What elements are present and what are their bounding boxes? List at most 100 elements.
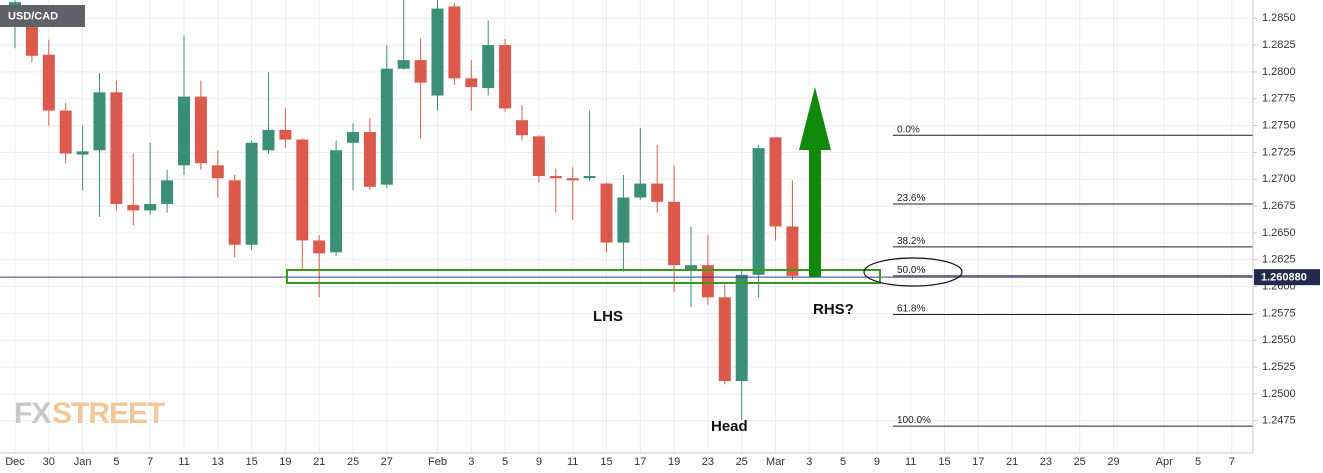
x-tick-label: 5 xyxy=(502,456,508,468)
candle-body xyxy=(313,240,326,254)
annotation: LHS xyxy=(593,308,623,325)
x-tick-label: 23 xyxy=(702,456,714,468)
candle-body xyxy=(262,129,275,151)
x-tick-label: 11 xyxy=(178,456,189,468)
up-arrow xyxy=(799,87,831,277)
x-tick-label: 25 xyxy=(1074,456,1086,468)
x-tick-label: 5 xyxy=(1195,456,1201,468)
fib-label: 38.2% xyxy=(897,236,925,247)
candle-body xyxy=(769,137,782,227)
fib-label: 50.0% xyxy=(897,265,925,276)
candle-body xyxy=(228,180,241,245)
y-tick-label: 1.2750 xyxy=(1262,120,1296,132)
x-tick-label: 17 xyxy=(634,456,646,468)
x-tick-label: 25 xyxy=(347,456,359,468)
y-tick-label: 1.2800 xyxy=(1262,66,1296,78)
x-tick-label: 25 xyxy=(736,456,748,468)
fib-label: 0.0% xyxy=(897,124,920,135)
candle-body xyxy=(600,183,613,243)
fib-label: 100.0% xyxy=(897,415,931,426)
candles xyxy=(9,0,799,420)
y-tick-label: 1.2850 xyxy=(1262,12,1296,24)
candle-body xyxy=(42,54,55,111)
watermark-fx: FX xyxy=(14,397,51,430)
candle-body xyxy=(76,151,89,155)
y-tick-label: 1.2700 xyxy=(1262,173,1296,185)
symbol-label: USD/CAD xyxy=(8,10,58,22)
watermark-street: STREET xyxy=(52,397,165,430)
candle-body xyxy=(566,178,579,181)
x-tick-label: 21 xyxy=(1006,456,1018,468)
x-tick-label: 15 xyxy=(245,456,257,468)
candle-body xyxy=(397,60,410,69)
candle-body xyxy=(516,120,528,136)
y-tick-label: 1.2525 xyxy=(1262,361,1296,373)
x-tick-label: Dec xyxy=(5,456,25,468)
candle-body xyxy=(735,274,748,382)
candle-body xyxy=(59,110,72,154)
y-tick-label: 1.2550 xyxy=(1262,334,1296,346)
y-tick-label: 1.2625 xyxy=(1262,254,1296,266)
x-tick-label: 5 xyxy=(113,456,119,468)
x-tick-label: 17 xyxy=(972,456,984,468)
candle-body xyxy=(532,136,545,177)
last-price-label: 1.260880 xyxy=(1261,272,1307,284)
candle-body xyxy=(651,183,664,202)
candle-body xyxy=(549,176,562,179)
x-tick-label: 7 xyxy=(1229,456,1235,468)
candle-body xyxy=(634,183,647,198)
candle-body xyxy=(347,132,359,143)
x-tick-label: 9 xyxy=(536,456,542,468)
candle-body xyxy=(93,92,106,151)
y-tick-label: 1.2575 xyxy=(1262,307,1296,319)
candle-body xyxy=(279,129,292,140)
candle-body xyxy=(718,297,731,382)
candle-body xyxy=(25,20,38,56)
candle-body xyxy=(144,203,157,211)
y-tick-label: 1.2475 xyxy=(1262,415,1296,427)
candle-body xyxy=(752,148,765,275)
x-tick-label: 27 xyxy=(381,456,393,468)
x-tick-label: Apr xyxy=(1156,456,1173,468)
x-tick-label: 11 xyxy=(567,456,578,468)
x-tick-label: 19 xyxy=(668,456,680,468)
x-tick-label: Mar xyxy=(766,456,785,468)
y-tick-label: 1.2675 xyxy=(1262,200,1296,212)
x-tick-label: 23 xyxy=(1040,456,1052,468)
candle-body xyxy=(110,92,123,204)
grid xyxy=(0,0,1253,453)
x-tick-label: 30 xyxy=(43,456,55,468)
x-tick-label: 9 xyxy=(874,456,880,468)
x-tick-label: Jan xyxy=(74,456,92,468)
annotation: Head xyxy=(711,418,748,435)
candle-body xyxy=(448,6,461,79)
candle-body xyxy=(414,60,427,83)
candle-body xyxy=(127,205,140,211)
overlays: 0.0% 23.6% 38.2% 50.0% 61.8% 100.0% xyxy=(0,124,1253,427)
x-tick-label: 13 xyxy=(212,456,224,468)
candle-body xyxy=(685,265,697,270)
x-tick-label: 5 xyxy=(840,456,846,468)
y-tick-label: 1.2775 xyxy=(1262,93,1296,105)
y-tick-label: 1.2500 xyxy=(1262,388,1296,400)
candle-body xyxy=(583,176,596,179)
x-tick-label: 11 xyxy=(905,456,916,468)
support-zone xyxy=(286,269,881,284)
x-tick-label: 19 xyxy=(279,456,291,468)
x-tick-label: Feb xyxy=(428,456,447,468)
candle-body xyxy=(363,132,376,187)
candle-body xyxy=(668,201,681,266)
x-tick-label: 29 xyxy=(1107,456,1119,468)
candle-body xyxy=(499,45,512,109)
candle-body xyxy=(431,8,444,96)
x-tick-label: 3 xyxy=(468,456,474,468)
candle-body xyxy=(211,165,224,179)
candle-body xyxy=(194,96,207,164)
y-tick-label: 1.2725 xyxy=(1262,146,1296,158)
candle-body xyxy=(380,68,393,185)
annotation: RHS? xyxy=(813,301,854,318)
candle-body xyxy=(617,197,630,243)
highlight-ellipse xyxy=(863,257,963,287)
symbol-box xyxy=(0,5,85,27)
